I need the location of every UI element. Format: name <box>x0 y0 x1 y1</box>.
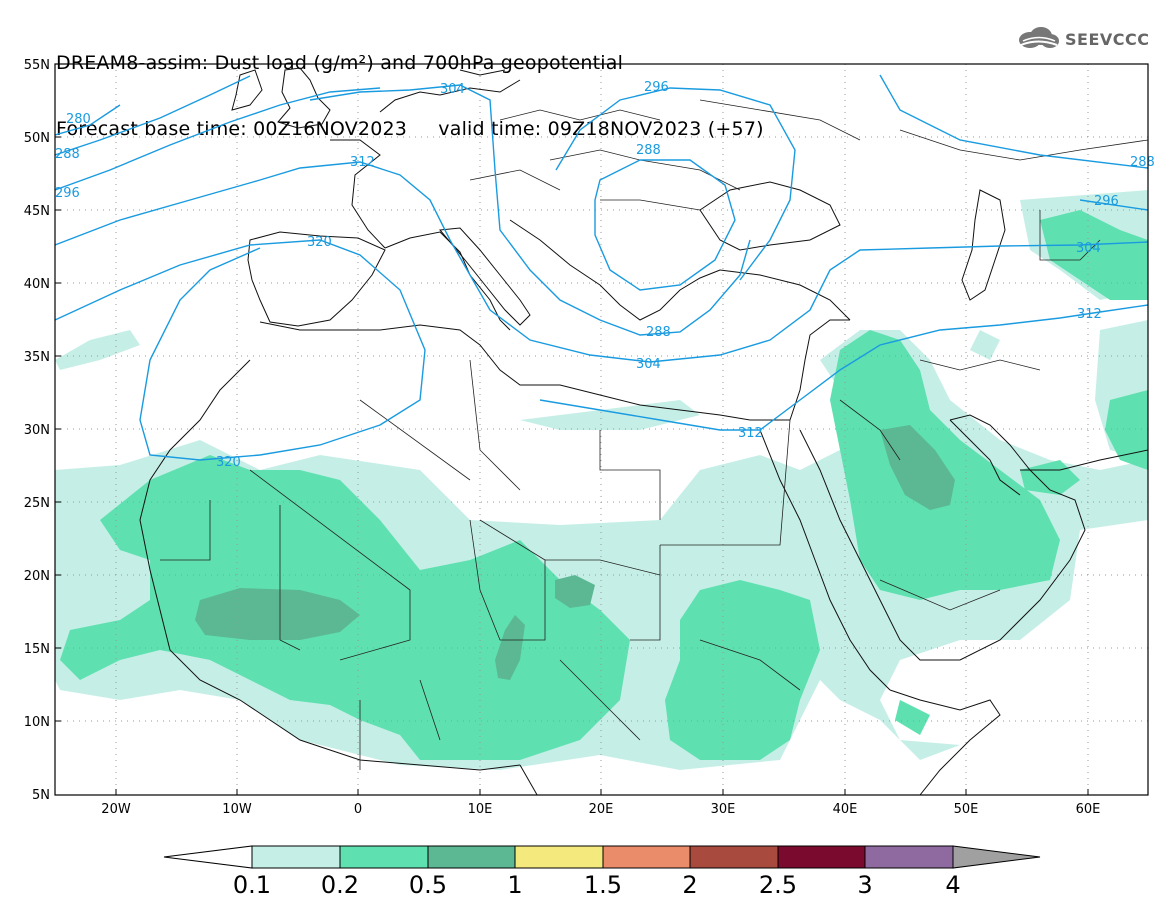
contour-label: 288 <box>1130 155 1155 170</box>
colorbar-segment <box>864 845 954 869</box>
contour-label: 320 <box>216 455 241 470</box>
contour-label: 288 <box>55 147 80 162</box>
colorbar-segment <box>339 845 429 869</box>
colorbar-label: 2 <box>682 871 697 899</box>
colorbar-label: 1 <box>507 871 522 899</box>
tick-marks <box>55 63 1089 795</box>
colorbar-segment <box>251 845 341 869</box>
contour-labels: 280 288 296 304 312 320 304 296 288 296 … <box>55 80 1155 470</box>
lon-tick-label: 50E <box>954 802 979 817</box>
colorbar-segment <box>777 845 866 869</box>
contour-label: 304 <box>636 357 661 372</box>
lat-tick-label: 20N <box>24 569 50 584</box>
title-line-2: Forecast base time: 00Z16NOV2023 valid t… <box>56 118 764 140</box>
lon-tick-label: 20W <box>101 802 131 817</box>
contour-label: 312 <box>1077 307 1102 322</box>
colorbar-label: 1.5 <box>584 871 622 899</box>
colorbar-over-triangle <box>952 845 1041 869</box>
contour-label: 296 <box>55 186 80 201</box>
lon-tick-label: 40E <box>833 802 858 817</box>
contour-label: 304 <box>440 82 465 97</box>
header: DREAM8-assim: Dust load (g/m²) and 700hP… <box>56 8 956 184</box>
dust-high <box>195 425 955 680</box>
contour-label: 288 <box>636 143 661 158</box>
longitude-labels: 20W 10W 0 10E 20E 30E 40E 50E 60E <box>101 802 1100 817</box>
colorbar-segment <box>602 845 691 869</box>
logo-text: SEEVCCC <box>1065 29 1150 49</box>
colorbar-segment <box>427 845 516 869</box>
lat-tick-label: 35N <box>24 350 50 365</box>
colorbar-label: 0.2 <box>321 871 359 899</box>
colorbar-segment <box>514 845 604 869</box>
colorbar-label: 0.5 <box>409 871 447 899</box>
contour-label: 288 <box>646 325 671 340</box>
colorbar-label: 2.5 <box>759 871 797 899</box>
colorbar: 0.1 0.2 0.5 1 1.5 2 2.5 3 4 <box>163 845 1041 899</box>
contour-label: 280 <box>66 112 91 127</box>
title-line-1: DREAM8-assim: Dust load (g/m²) and 700hP… <box>56 52 624 74</box>
lat-tick-label: 5N <box>32 788 50 803</box>
lat-tick-label: 25N <box>24 496 50 511</box>
lon-tick-label: 10W <box>222 802 252 817</box>
colorbar-label: 3 <box>857 871 872 899</box>
lat-tick-label: 15N <box>24 642 50 657</box>
contour-label: 312 <box>738 426 763 441</box>
contour-label: 296 <box>1094 194 1119 209</box>
colorbar-label: 0.1 <box>233 871 271 899</box>
lon-tick-label: 30E <box>711 802 736 817</box>
seevccc-logo: SEEVCCC <box>1015 26 1150 52</box>
contour-label: 304 <box>1076 241 1101 256</box>
contour-label: 320 <box>307 235 332 250</box>
lon-tick-label: 10E <box>468 802 493 817</box>
colorbar-under-triangle <box>163 845 253 869</box>
coastlines <box>139 67 1148 795</box>
lon-tick-label: 0 <box>354 802 362 817</box>
lat-tick-label: 10N <box>24 715 50 730</box>
lat-tick-label: 40N <box>24 277 50 292</box>
colorbar-label: 4 <box>945 871 960 899</box>
lat-tick-label: 50N <box>24 131 50 146</box>
lat-tick-label: 45N <box>24 204 50 219</box>
contour-label: 312 <box>350 155 375 170</box>
geopotential-contours <box>55 74 1148 461</box>
latitude-labels: 55N 50N 45N 40N 35N 30N 25N 20N 15N 10N … <box>24 58 50 803</box>
lat-tick-label: 55N <box>24 58 50 73</box>
lon-tick-label: 60E <box>1076 802 1101 817</box>
colorbar-segment <box>689 845 779 869</box>
lon-tick-label: 20E <box>589 802 614 817</box>
contour-label: 296 <box>644 80 669 95</box>
cloud-logo-icon <box>1015 26 1061 52</box>
lat-tick-label: 30N <box>24 423 50 438</box>
